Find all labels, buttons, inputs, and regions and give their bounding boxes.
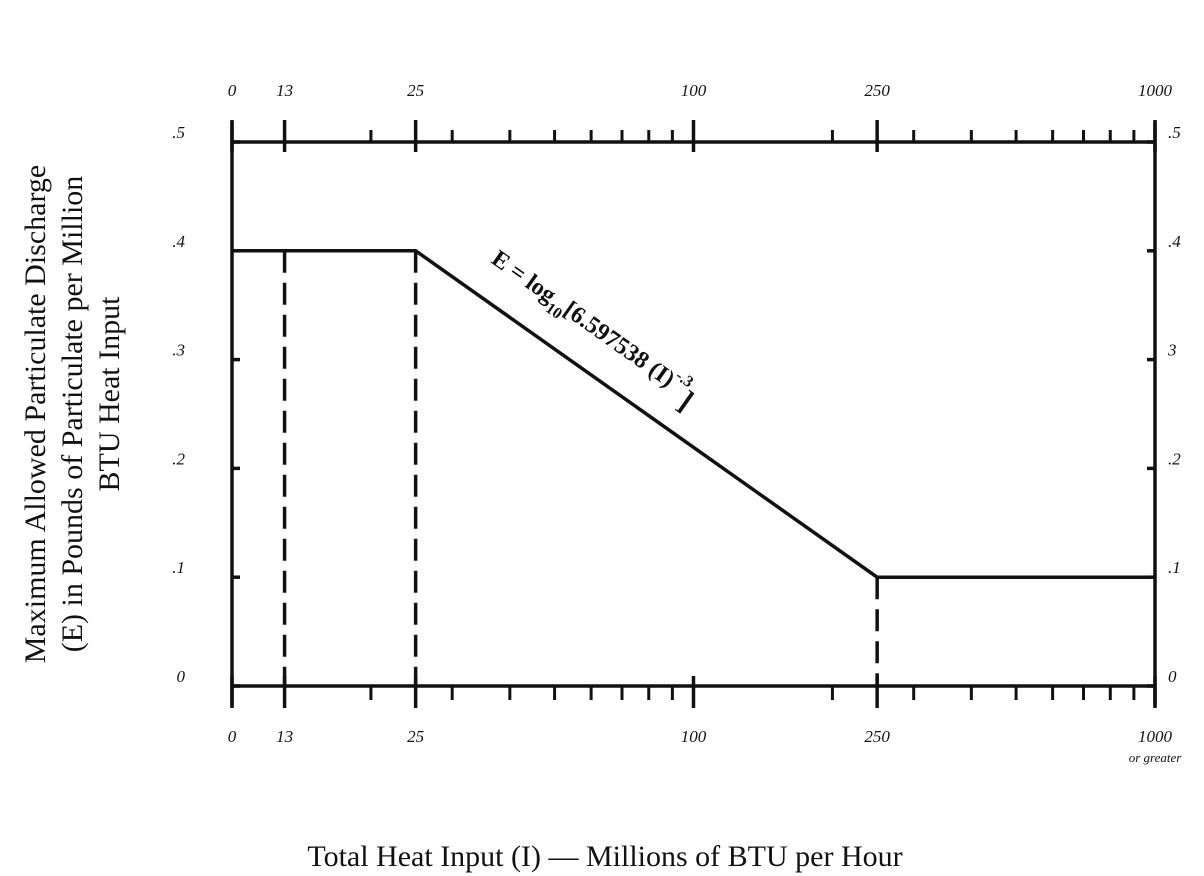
y2-tick-label: .5	[1168, 123, 1181, 142]
x-tick-label: 13	[276, 81, 293, 100]
y-axis-label: BTU Heat Input	[93, 296, 126, 492]
x-axis-label: Total Heat Input (I) — Millions of BTU p…	[307, 840, 902, 873]
y2-tick-label: 0	[1168, 667, 1177, 686]
y-axis-label: (E) in Pounds of Particulate per Million	[56, 176, 89, 653]
y2-tick-label: .2	[1168, 449, 1181, 468]
equation-sup: -.3	[672, 367, 696, 391]
y-tick-label: .2	[172, 449, 185, 468]
y-tick-label: .4	[172, 232, 185, 251]
x-tick-label: 100	[681, 81, 707, 100]
y2-tick-label: .1	[1168, 558, 1181, 577]
x-tick-label: 250	[864, 727, 890, 746]
x-tick-label: 13	[276, 727, 293, 746]
x-tick-label: 1000	[1138, 727, 1173, 746]
y-tick-label: .1	[172, 558, 185, 577]
x-tick-label: 0	[228, 727, 237, 746]
equation-part: E = log	[487, 246, 561, 309]
x-axis-note: or greater	[1129, 750, 1183, 765]
y-tick-label: .3	[172, 341, 185, 360]
x-tick-label: 0	[228, 81, 237, 100]
x-tick-label: 100	[681, 727, 707, 746]
series-line	[232, 249, 1155, 579]
x-tick-label: 1000	[1138, 81, 1173, 100]
y2-tick-label: .4	[1168, 232, 1181, 251]
y-axis-label: Maximum Allowed Particulate Discharge	[19, 165, 52, 664]
x-tick-label: 25	[407, 81, 424, 100]
x-tick-label: 250	[864, 81, 890, 100]
equation-part: [6.597538 (I)	[559, 297, 680, 393]
y-tick-label: .5	[172, 123, 185, 142]
y2-tick-label: 3	[1167, 341, 1177, 360]
x-tick-label: 25	[407, 727, 424, 746]
equation: E = log10[6.597538 (I)-.3]	[480, 242, 704, 418]
y-tick-label: 0	[177, 667, 186, 686]
